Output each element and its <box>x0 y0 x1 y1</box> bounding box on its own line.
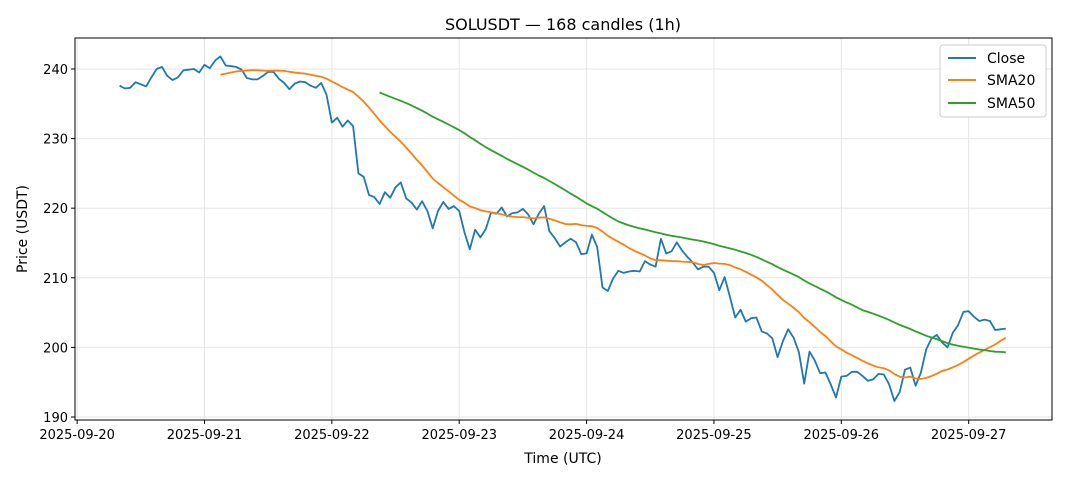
legend: Close SMA20 SMA50 <box>939 44 1047 118</box>
legend-box <box>939 44 1047 118</box>
plot-frame <box>74 37 1053 421</box>
x-axis: 2025-09-20 2025-09-21 2025-09-22 2025-09-23… <box>39 420 1006 443</box>
y-tick-label: 220 <box>43 202 68 217</box>
series-lines <box>119 55 1007 402</box>
x-tick-label: 2025-09-27 <box>931 428 1007 443</box>
legend-label-sma50: SMA50 <box>987 96 1035 112</box>
y-axis: 190 200 210 220 230 240 <box>43 63 75 426</box>
x-tick-label: 2025-09-20 <box>39 428 115 443</box>
y-tick-label: 190 <box>43 411 68 426</box>
x-tick-label: 2025-09-21 <box>167 428 243 443</box>
grid <box>75 38 1052 420</box>
y-tick-label: 230 <box>43 133 68 148</box>
x-tick-label: 2025-09-24 <box>549 428 625 443</box>
legend-label-close: Close <box>987 51 1025 67</box>
x-tick-label: 2025-09-23 <box>421 428 497 443</box>
sma50-line <box>379 91 1006 354</box>
x-axis-label: Time (UTC) <box>523 451 601 467</box>
chart-title: SOLUSDT — 168 candles (1h) <box>445 15 681 34</box>
sma20-line <box>220 69 1007 380</box>
y-tick-label: 210 <box>43 272 68 287</box>
close-line <box>119 55 1006 402</box>
y-axis-label: Price (USDT) <box>15 185 31 273</box>
x-tick-label: 2025-09-25 <box>676 428 752 443</box>
y-tick-label: 200 <box>43 341 68 356</box>
legend-label-sma20: SMA20 <box>987 73 1035 89</box>
y-tick-label: 240 <box>43 63 68 78</box>
x-tick-label: 2025-09-22 <box>294 428 370 443</box>
x-tick-label: 2025-09-26 <box>804 428 880 443</box>
